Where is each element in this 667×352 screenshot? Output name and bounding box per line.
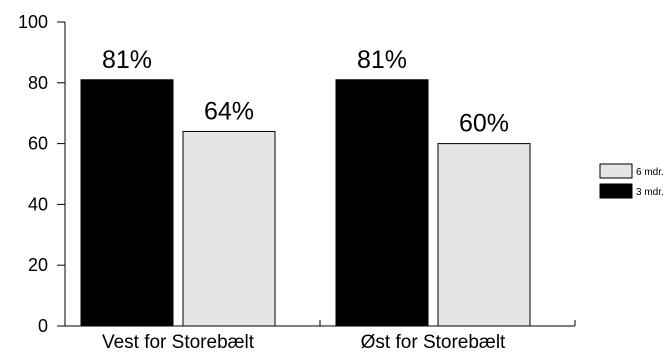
y-tick-label: 100 <box>18 12 48 32</box>
x-category-label: Øst for Storebælt <box>361 332 506 352</box>
x-axis: Vest for Storebælt Øst for Storebælt <box>64 320 576 352</box>
legend-label: 3 mdr. <box>636 187 664 198</box>
y-axis: 0 20 40 60 80 100 <box>18 12 66 336</box>
y-tick-label: 0 <box>38 316 48 336</box>
bar <box>182 130 276 327</box>
legend: 6 mdr. 3 mdr. <box>599 163 664 199</box>
bar <box>437 143 531 327</box>
data-label: 81% <box>357 46 407 74</box>
data-label: 81% <box>102 46 152 74</box>
y-tick-label: 80 <box>28 73 48 93</box>
legend-swatch <box>599 163 633 179</box>
bars <box>80 79 531 327</box>
data-label: 64% <box>204 97 254 125</box>
legend-swatch <box>599 183 633 199</box>
bar <box>335 79 429 327</box>
legend-label: 6 mdr. <box>636 167 664 178</box>
y-tick-label: 60 <box>28 134 48 154</box>
data-label: 60% <box>459 110 509 138</box>
y-tick-label: 20 <box>28 255 48 275</box>
y-tick-label: 40 <box>28 194 48 214</box>
x-category-label: Vest for Storebælt <box>102 332 255 352</box>
bar <box>80 79 174 327</box>
data-labels: 81% 64% 81% 60% <box>102 46 509 138</box>
